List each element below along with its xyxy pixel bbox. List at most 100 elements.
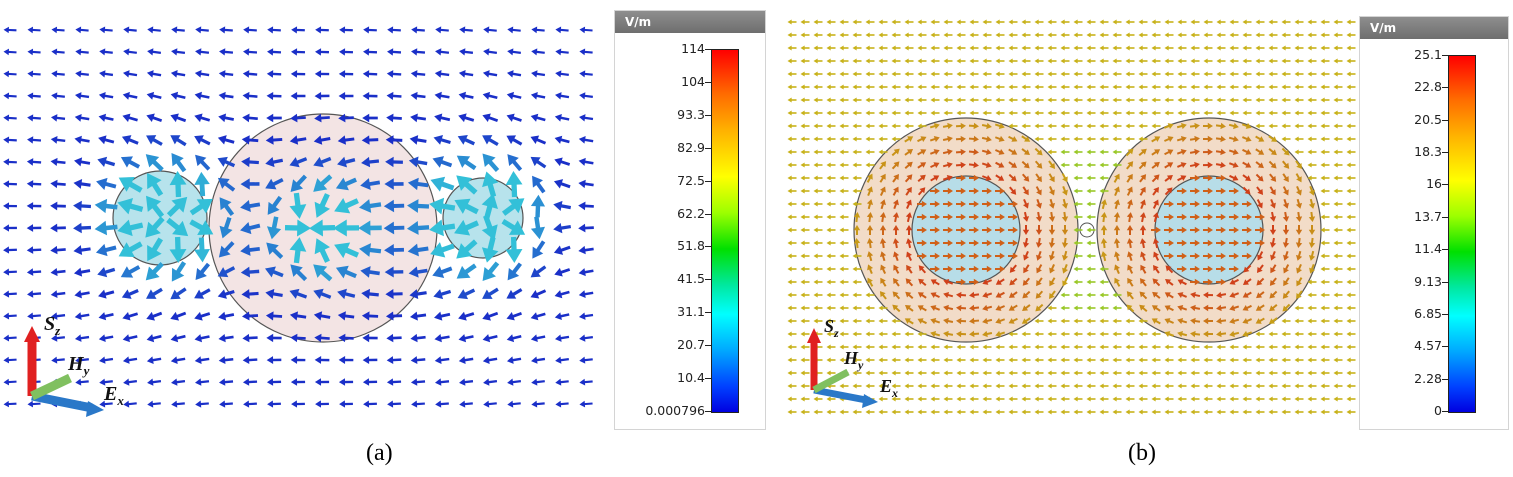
field-arrow: [1152, 291, 1161, 299]
field-arrow: [1281, 84, 1291, 90]
field-arrow: [1036, 264, 1043, 274]
field-arrow: [813, 409, 823, 415]
field-arrow: [1346, 19, 1356, 25]
field-arrow: [1255, 304, 1265, 311]
field-arrow: [219, 216, 233, 239]
field-arrow: [1242, 148, 1252, 155]
caption-a: (a): [366, 440, 393, 466]
field-arrow: [1242, 161, 1252, 168]
field-arrow: [1190, 304, 1201, 312]
field-arrow: [1008, 123, 1018, 129]
field-arrow: [432, 266, 453, 278]
field-arrow: [1346, 331, 1356, 337]
field-arrow: [813, 214, 823, 220]
field-arrow: [51, 356, 65, 364]
field-arrow: [1113, 173, 1120, 183]
field-arrow: [1009, 264, 1017, 273]
field-arrow: [787, 396, 797, 402]
field-arrow: [852, 149, 862, 155]
field-arrow: [878, 58, 888, 64]
field-arrow: [787, 32, 797, 38]
field-arrow: [943, 317, 954, 325]
field-arrow: [314, 333, 330, 343]
field-arrow: [434, 70, 450, 78]
field-arrow: [1307, 136, 1317, 142]
field-arrow: [384, 266, 404, 278]
field-arrow: [1139, 174, 1147, 183]
field-arrow: [1320, 396, 1330, 402]
field-arrow: [3, 246, 17, 254]
field-arrow: [891, 318, 901, 324]
field-arrow: [1216, 213, 1226, 221]
field-arrow: [1229, 239, 1239, 247]
field-arrow: [1190, 357, 1200, 363]
field-arrow: [891, 97, 901, 103]
field-arrow: [813, 19, 823, 25]
colorbar-tick-label: 104: [681, 73, 705, 89]
field-arrow: [459, 378, 474, 386]
field-arrow: [879, 212, 887, 223]
field-arrow: [291, 400, 305, 408]
colorbar-tick-mark: [705, 180, 711, 182]
field-arrow: [943, 226, 953, 234]
field-arrow: [1203, 226, 1213, 234]
field-arrow: [1242, 84, 1252, 90]
field-arrow: [1216, 45, 1226, 51]
field-arrow: [27, 92, 41, 100]
field-arrow: [852, 318, 862, 324]
field-arrow: [865, 19, 875, 25]
field-arrow: [1008, 45, 1018, 51]
field-arrow: [266, 242, 284, 260]
field-arrow: [459, 26, 473, 34]
field-arrow: [906, 199, 912, 209]
field-arrow: [1216, 304, 1227, 312]
colorbar-tick-label: 93.3: [677, 106, 705, 122]
field-arrow: [904, 71, 914, 77]
field-arrow: [1177, 292, 1188, 299]
field-arrow: [839, 305, 849, 311]
field-arrow: [531, 378, 545, 386]
field-arrow: [1190, 200, 1200, 208]
field-arrow: [995, 291, 1005, 298]
field-arrow: [145, 154, 164, 172]
field-arrow: [1281, 409, 1291, 415]
field-arrow: [1112, 110, 1122, 116]
field-arrow: [930, 344, 940, 350]
field-arrow: [195, 400, 209, 408]
field-arrow: [930, 409, 940, 415]
field-arrow: [1047, 149, 1057, 155]
field-arrow: [1151, 84, 1161, 90]
field-arrow: [313, 264, 333, 282]
field-arrow: [1114, 277, 1121, 287]
field-arrow: [171, 48, 186, 56]
field-arrow: [1021, 84, 1031, 90]
field-arrow: [1164, 19, 1174, 25]
field-arrow: [218, 70, 234, 78]
field-arrow: [981, 161, 992, 168]
field-arrow: [501, 198, 525, 216]
field-arrow: [1294, 110, 1304, 116]
field-arrow: [800, 136, 810, 142]
field-arrow: [1021, 173, 1030, 182]
field-arrow: [969, 110, 979, 116]
field-arrow: [241, 156, 259, 168]
field-arrow: [1242, 97, 1252, 103]
field-arrow: [3, 180, 17, 188]
field-arrow: [1255, 239, 1265, 247]
field-arrow: [1139, 225, 1147, 235]
field-arrow: [982, 239, 992, 247]
field-arrow: [289, 157, 308, 168]
field-arrow: [981, 135, 992, 143]
field-arrow: [917, 252, 927, 260]
field-arrow: [1229, 344, 1239, 350]
field-arrow: [146, 195, 165, 218]
colorbar-tick-mark: [705, 279, 711, 281]
field-arrow: [1086, 279, 1096, 285]
field-arrow: [1203, 19, 1213, 25]
colorbar-tick-mark: [705, 114, 711, 116]
field-arrow: [1099, 58, 1109, 64]
colorbar-tick-mark: [1442, 378, 1448, 380]
field-arrow: [813, 253, 823, 259]
field-arrow: [411, 48, 426, 56]
field-arrow: [1008, 226, 1018, 234]
